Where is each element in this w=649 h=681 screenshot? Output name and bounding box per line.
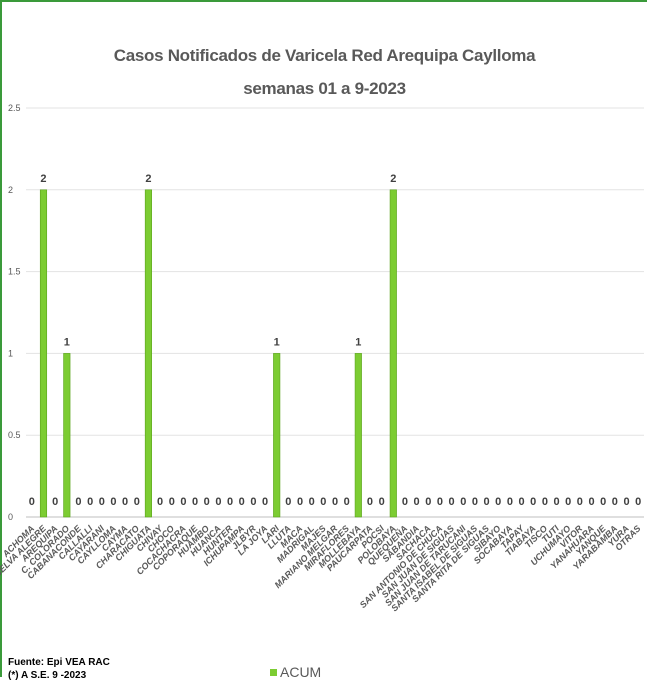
y-tick-label: 1 — [8, 348, 13, 358]
data-label: 0 — [309, 496, 315, 508]
data-label: 0 — [239, 496, 245, 508]
data-label: 2 — [40, 173, 46, 185]
data-label: 0 — [460, 496, 466, 508]
data-label: 0 — [157, 496, 163, 508]
y-tick-label: 0.5 — [8, 430, 21, 440]
data-label: 0 — [402, 496, 408, 508]
data-label: 0 — [169, 496, 175, 508]
legend-label-acum: ACUM — [280, 664, 322, 680]
week-note: (*) A S.E. 9 -2023 — [8, 670, 87, 681]
data-label: 0 — [425, 496, 431, 508]
bar — [389, 189, 397, 518]
y-tick-label: 1.5 — [8, 267, 21, 277]
data-label: 2 — [390, 173, 396, 185]
data-label: 0 — [379, 496, 385, 508]
data-label: 0 — [297, 496, 303, 508]
data-label: 0 — [507, 496, 513, 508]
data-label: 0 — [99, 496, 105, 508]
data-label: 0 — [110, 496, 116, 508]
data-label: 0 — [75, 496, 81, 508]
data-label: 0 — [192, 496, 198, 508]
data-label: 2 — [145, 173, 151, 185]
y-tick-label: 2 — [8, 185, 13, 195]
data-label: 0 — [542, 496, 548, 508]
data-label: 0 — [565, 496, 571, 508]
y-tick-label: 2.5 — [8, 103, 21, 113]
data-label: 0 — [87, 496, 93, 508]
data-label: 0 — [29, 496, 35, 508]
data-label: 0 — [204, 496, 210, 508]
data-label: 0 — [367, 496, 373, 508]
data-label: 0 — [250, 496, 256, 508]
data-label: 0 — [227, 496, 233, 508]
data-label: 0 — [449, 496, 455, 508]
bar — [354, 353, 362, 518]
chart-subtitle: semanas 01 a 9-2023 — [243, 79, 406, 98]
bar — [144, 189, 152, 518]
data-label: 0 — [600, 496, 606, 508]
data-label: 0 — [134, 496, 140, 508]
bar — [63, 353, 71, 518]
legend: ACUM — [270, 664, 321, 680]
data-label: 0 — [52, 496, 58, 508]
data-label: 0 — [484, 496, 490, 508]
data-label: 0 — [623, 496, 629, 508]
data-label: 0 — [215, 496, 221, 508]
data-label: 0 — [344, 496, 350, 508]
data-label: 0 — [262, 496, 268, 508]
data-label: 0 — [577, 496, 583, 508]
data-label: 1 — [274, 336, 280, 348]
data-label: 0 — [332, 496, 338, 508]
data-label: 0 — [180, 496, 186, 508]
bar — [39, 189, 48, 518]
data-label: 0 — [553, 496, 559, 508]
y-tick-label: 0 — [8, 512, 13, 522]
data-label: 0 — [285, 496, 291, 508]
legend-swatch-acum — [270, 668, 277, 676]
data-label: 0 — [612, 496, 618, 508]
bar — [273, 353, 281, 518]
data-label: 1 — [355, 336, 361, 348]
data-label: 0 — [320, 496, 326, 508]
data-label: 0 — [472, 496, 478, 508]
data-label: 1 — [64, 336, 70, 348]
data-label: 0 — [414, 496, 420, 508]
source-note: Fuente: Epi VEA RAC — [8, 657, 110, 668]
data-label: 0 — [588, 496, 594, 508]
data-label: 0 — [495, 496, 501, 508]
data-label: 0 — [635, 496, 641, 508]
data-label: 0 — [437, 496, 443, 508]
chart-title: Casos Notificados de Varicela Red Arequi… — [113, 46, 536, 65]
data-label: 0 — [530, 496, 536, 508]
data-label: 0 — [122, 496, 128, 508]
data-label: 0 — [519, 496, 525, 508]
